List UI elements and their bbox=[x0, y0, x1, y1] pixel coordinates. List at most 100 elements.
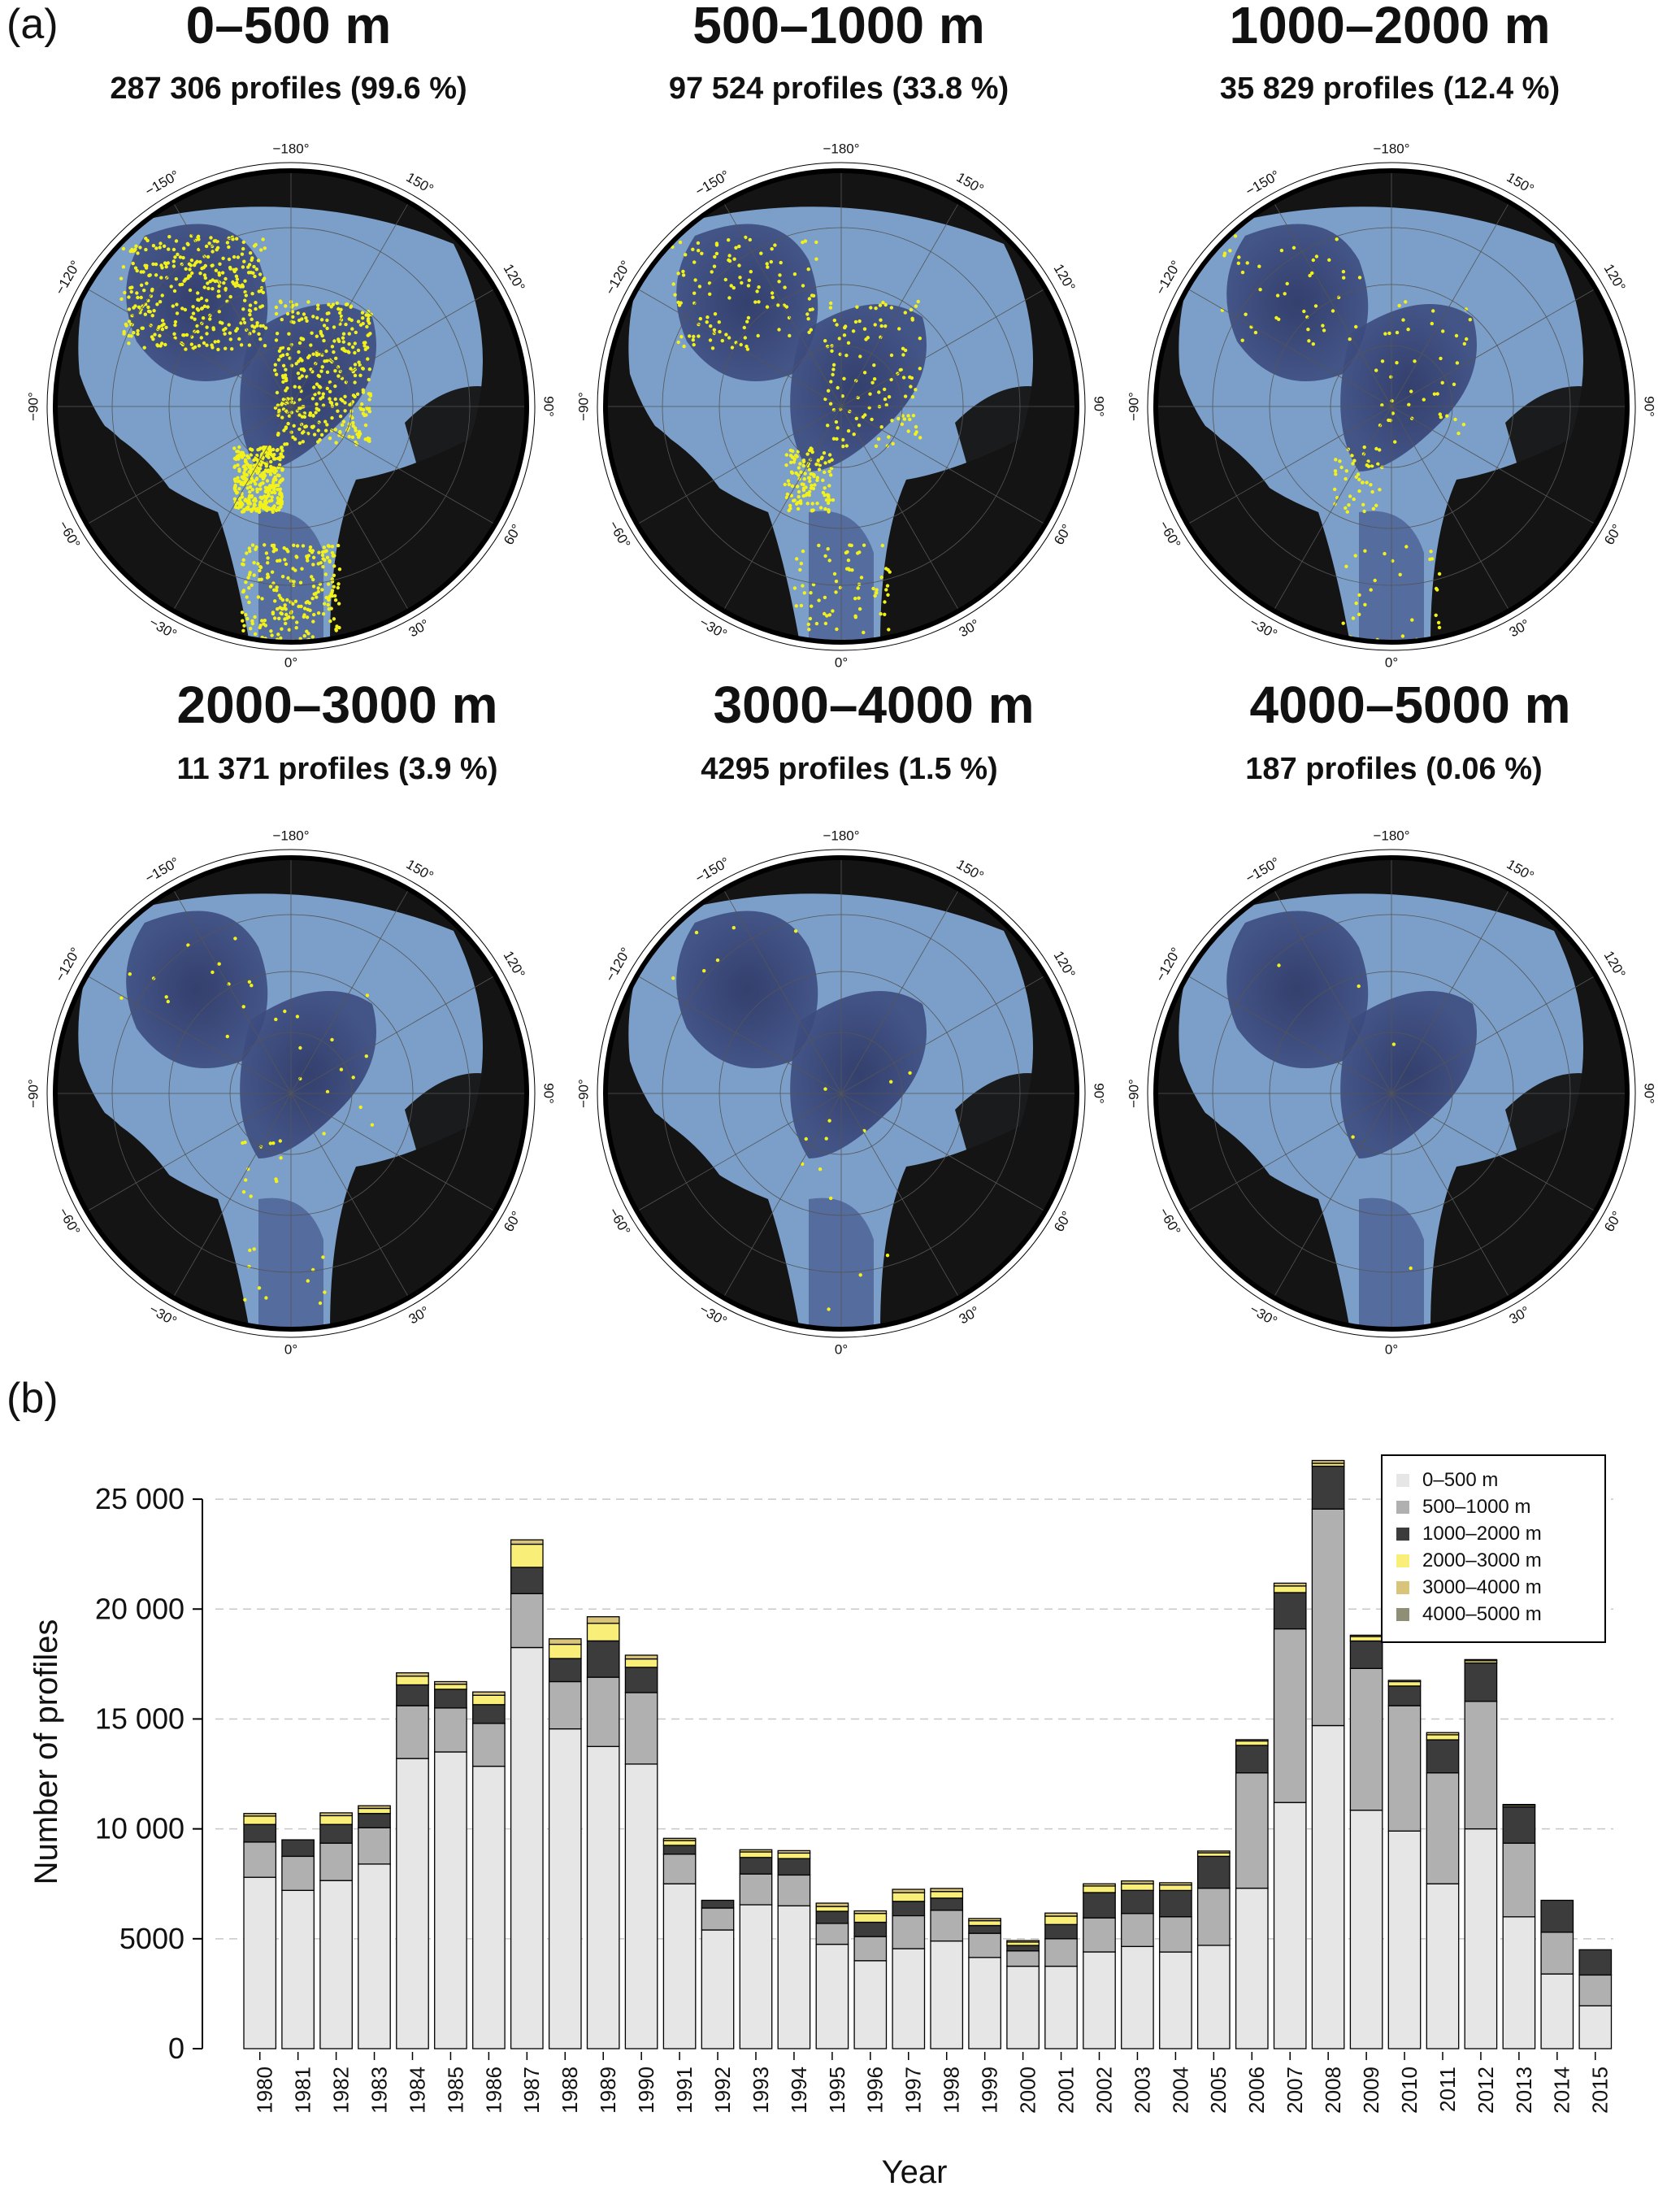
profile-dot bbox=[336, 585, 340, 590]
profile-dot bbox=[266, 556, 270, 560]
profile-dot bbox=[188, 288, 193, 293]
longitude-label: −90° bbox=[1126, 392, 1141, 421]
profile-dot bbox=[286, 421, 290, 426]
profile-dot bbox=[318, 652, 321, 655]
profile-dot bbox=[1436, 620, 1441, 625]
bar-segment bbox=[1083, 1951, 1116, 2049]
profile-dot bbox=[879, 612, 883, 616]
profile-dot bbox=[336, 543, 341, 548]
profile-dot bbox=[258, 324, 263, 328]
profile-dot bbox=[305, 319, 309, 323]
profile-dot bbox=[216, 289, 221, 293]
profile-dot bbox=[289, 319, 293, 324]
profile-dot bbox=[329, 401, 334, 405]
profile-dot bbox=[870, 380, 875, 385]
profile-dot bbox=[205, 343, 209, 347]
profile-dot bbox=[834, 590, 838, 594]
profile-dot bbox=[341, 419, 346, 424]
profile-dot bbox=[807, 476, 812, 480]
profile-dot bbox=[136, 295, 140, 300]
profile-dot bbox=[287, 646, 290, 650]
x-tick-label: 2009 bbox=[1359, 2067, 1383, 2114]
profile-dot bbox=[315, 315, 319, 320]
profile-dot bbox=[220, 271, 225, 275]
bar-segment bbox=[548, 1638, 582, 1645]
profile-dot bbox=[296, 311, 300, 315]
profile-dot bbox=[172, 289, 177, 293]
profile-dot bbox=[1321, 324, 1325, 328]
profile-dot bbox=[765, 305, 770, 309]
bar-segment bbox=[1426, 1883, 1460, 2049]
profile-dot bbox=[1357, 477, 1361, 482]
profile-dot bbox=[330, 545, 335, 549]
profile-dot bbox=[357, 360, 361, 364]
profile-dot bbox=[879, 678, 883, 681]
map-frame bbox=[53, 168, 529, 645]
profile-dot bbox=[248, 676, 251, 680]
profile-dot bbox=[243, 279, 247, 283]
profile-dot bbox=[243, 671, 246, 674]
profile-dot bbox=[1361, 480, 1365, 485]
profile-dot bbox=[333, 428, 337, 432]
profile-dot bbox=[254, 547, 258, 551]
profile-dot bbox=[294, 626, 298, 630]
bar-segment bbox=[358, 1805, 391, 1810]
bar-segment bbox=[853, 1910, 888, 1915]
profile-dot bbox=[749, 270, 753, 274]
profile-dot bbox=[325, 326, 329, 331]
profile-dot bbox=[842, 376, 846, 380]
profile-dot bbox=[1437, 572, 1442, 576]
profile-dot bbox=[173, 323, 177, 328]
profile-dot bbox=[323, 1290, 327, 1294]
profile-dot bbox=[748, 237, 752, 242]
profile-dot bbox=[327, 302, 331, 306]
bar-segment bbox=[548, 1680, 582, 1730]
profile-dot bbox=[271, 543, 276, 547]
profile-dot bbox=[818, 506, 823, 510]
profile-dot bbox=[335, 664, 338, 667]
profile-dot bbox=[217, 962, 221, 966]
profile-dot bbox=[853, 615, 857, 619]
profile-dot bbox=[334, 667, 337, 670]
profile-dot bbox=[350, 435, 355, 439]
map-frame bbox=[603, 168, 1079, 645]
profile-dot bbox=[807, 330, 811, 334]
profile-dot bbox=[274, 548, 279, 552]
bar-segment bbox=[1121, 1883, 1154, 1891]
profile-dot bbox=[243, 467, 247, 472]
x-tick-label: 2007 bbox=[1283, 2067, 1307, 2114]
profile-dot bbox=[160, 327, 165, 332]
profile-dot bbox=[809, 328, 813, 332]
bar-segment bbox=[1502, 1916, 1536, 2049]
x-tick-label: 1997 bbox=[901, 2067, 926, 2114]
profile-dot bbox=[241, 628, 245, 632]
legend-swatch bbox=[1396, 1528, 1409, 1541]
profile-dot bbox=[714, 241, 719, 246]
longitude-label: 0° bbox=[284, 1341, 297, 1357]
profile-dot bbox=[237, 467, 241, 472]
profile-dot bbox=[358, 373, 362, 377]
bar-segment bbox=[1387, 1685, 1422, 1706]
x-tick-label: 2001 bbox=[1053, 2067, 1078, 2114]
profile-dot bbox=[150, 289, 154, 293]
x-tick-label: 2008 bbox=[1321, 2067, 1345, 2114]
profile-dot bbox=[261, 237, 265, 241]
profile-dot bbox=[252, 329, 256, 333]
profile-dot bbox=[311, 555, 316, 559]
profile-dot bbox=[302, 634, 306, 638]
profile-dot bbox=[323, 359, 327, 363]
profile-dot bbox=[328, 436, 332, 441]
profile-dot bbox=[270, 495, 274, 499]
profile-dot bbox=[351, 420, 355, 425]
profile-dot bbox=[325, 311, 329, 315]
profile-dot bbox=[197, 247, 201, 252]
x-tick-label: 1985 bbox=[443, 2067, 467, 2114]
profile-dot bbox=[289, 600, 293, 604]
profile-dot bbox=[237, 337, 241, 341]
profile-dot bbox=[277, 677, 280, 680]
profile-dot bbox=[208, 317, 212, 321]
bar-segment bbox=[358, 1863, 391, 2049]
profile-dot bbox=[881, 301, 885, 305]
profile-dot bbox=[228, 337, 232, 341]
profile-dot bbox=[822, 451, 827, 455]
